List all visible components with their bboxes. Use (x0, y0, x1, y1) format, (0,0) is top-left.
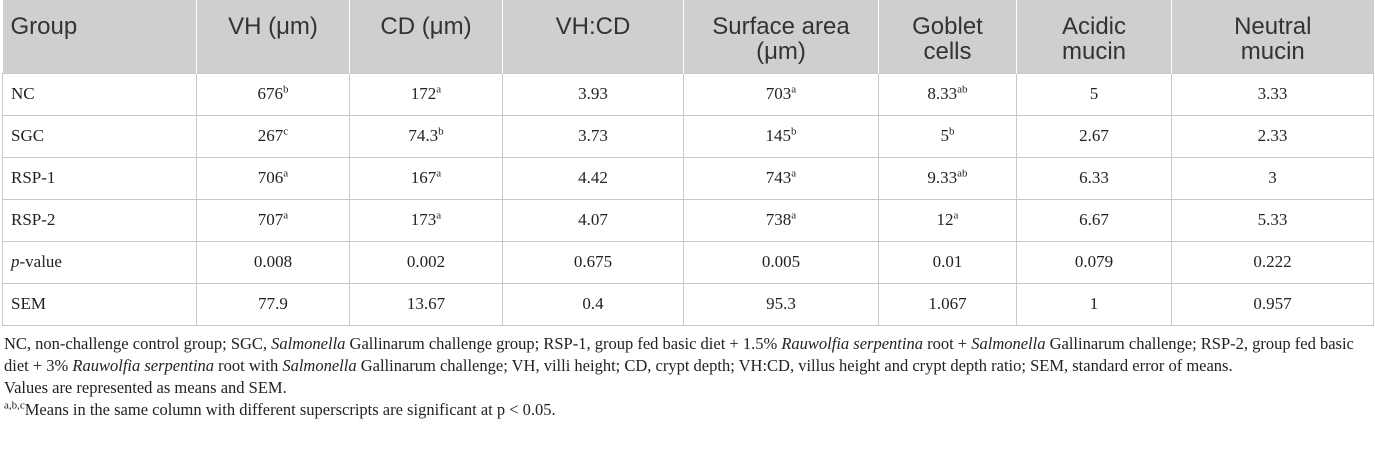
table-cell: 703a (683, 72, 879, 116)
table-container: Group VH (μm) CD (μm) VH:CD Surface area (μm)… (2, 0, 1374, 421)
table-cell: RSP-2 (2, 198, 197, 242)
table-cell: 5.33 (1171, 198, 1374, 242)
significance-superscript: a (791, 209, 797, 222)
table-cell: 6.67 (1016, 198, 1172, 242)
table-cell: 4.07 (502, 198, 684, 242)
table-cell: 0.222 (1171, 240, 1374, 284)
table-cell: 172a (349, 72, 503, 116)
table-cell: 0.005 (683, 240, 879, 284)
table-cell: 706a (196, 156, 350, 200)
footnote-significance-text: Means in the same column with different … (24, 399, 556, 419)
table-cell: NC (2, 72, 197, 116)
table-cell: p-value (2, 240, 197, 284)
table-cell: 95.3 (683, 282, 879, 326)
table-cell: 0.002 (349, 240, 503, 284)
table-row: NC 676b 172a 3.93 703a 8.33ab 5 3.33 (2, 72, 1374, 116)
table-cell: SGC (2, 114, 197, 158)
table-body: NC 676b 172a 3.93 703a 8.33ab 5 3.33 SGC 267c 74.3… (2, 72, 1374, 326)
significance-superscript: a (791, 167, 797, 180)
footnote-abbreviations: NC, non-challenge control group; SGC, Sa… (4, 333, 1354, 375)
significance-superscript: a (436, 83, 442, 96)
footnote-significance: a,b,cMeans in the same column with diffe… (4, 399, 1369, 421)
table-header-row: Group VH (μm) CD (μm) VH:CD Surface area (μm)… (2, 0, 1374, 73)
table-cell: 13.67 (349, 282, 503, 326)
significance-superscript: a (283, 167, 289, 180)
table-cell: 2.67 (1016, 114, 1172, 158)
column-header: VH:CD (502, 0, 684, 73)
column-header: CD (μm) (349, 0, 503, 73)
table-cell: 0.01 (878, 240, 1017, 284)
table-cell: RSP-1 (2, 156, 197, 200)
significance-superscript: a (791, 83, 797, 96)
table-cell: 77.9 (196, 282, 350, 326)
footnote-values: Values are represented as means and SEM. (4, 377, 287, 397)
table-cell: 707a (196, 198, 350, 242)
table-cell: 3.93 (502, 72, 684, 116)
table-cell: 173a (349, 198, 503, 242)
column-header: VH (μm) (196, 0, 350, 73)
significance-superscript: a (436, 167, 442, 180)
table-cell: 12a (878, 198, 1017, 242)
table-cell: 267c (196, 114, 350, 158)
significance-superscript: a (953, 209, 959, 222)
table-cell: 743a (683, 156, 879, 200)
table-row: p-value 0.008 0.002 0.675 0.005 0.01 0.079 0.22… (2, 240, 1374, 284)
significance-superscript: b (949, 125, 955, 138)
table-cell: 1.067 (878, 282, 1017, 326)
table-cell: SEM (2, 282, 197, 326)
table-cell: 3 (1171, 156, 1374, 200)
significance-superscript: b (438, 125, 444, 138)
table-cell: 738a (683, 198, 879, 242)
table-cell: 0.4 (502, 282, 684, 326)
table-cell: 0.079 (1016, 240, 1172, 284)
table-cell: 6.33 (1016, 156, 1172, 200)
table-cell: 74.3b (349, 114, 503, 158)
column-header: Neutral mucin (1171, 0, 1374, 73)
table-cell: 145b (683, 114, 879, 158)
table-row: SEM 77.9 13.67 0.4 95.3 1.067 1 0.957 (2, 282, 1374, 326)
table-row: SGC 267c 74.3b 3.73 145b 5b 2.67 2.33 (2, 114, 1374, 158)
column-header: Group (2, 0, 197, 73)
table-row: RSP-2 707a 173a 4.07 738a 12a 6.67 5.33 (2, 198, 1374, 242)
column-header: Goblet cells (878, 0, 1017, 73)
table-cell: 2.33 (1171, 114, 1374, 158)
table-cell: 0.008 (196, 240, 350, 284)
results-table: Group VH (μm) CD (μm) VH:CD Surface area (μm)… (2, 0, 1374, 326)
table-cell: 5b (878, 114, 1017, 158)
table-row: RSP-1 706a 167a 4.42 743a 9.33ab 6.33 3 (2, 156, 1374, 200)
table-cell: 1 (1016, 282, 1172, 326)
table-footnotes: NC, non-challenge control group; SGC, Sa… (4, 333, 1369, 421)
significance-superscript: ab (957, 83, 968, 96)
table-cell: 8.33ab (878, 72, 1017, 116)
significance-superscript: a (283, 209, 289, 222)
column-header: Acidic mucin (1016, 0, 1172, 73)
table-cell: 4.42 (502, 156, 684, 200)
column-header: Surface area (μm) (683, 0, 879, 73)
table-cell: 167a (349, 156, 503, 200)
table-cell: 0.675 (502, 240, 684, 284)
table-cell: 9.33ab (878, 156, 1017, 200)
significance-superscript: ab (957, 167, 968, 180)
significance-superscript: b (791, 125, 797, 138)
table-cell: 0.957 (1171, 282, 1374, 326)
significance-superscript: a (436, 209, 442, 222)
table-cell: 676b (196, 72, 350, 116)
table-cell: 5 (1016, 72, 1172, 116)
footnote-superscript: a,b,c (4, 399, 25, 411)
table-cell: 3.33 (1171, 72, 1374, 116)
table-cell: 3.73 (502, 114, 684, 158)
significance-superscript: c (283, 125, 289, 138)
significance-superscript: b (283, 83, 289, 96)
